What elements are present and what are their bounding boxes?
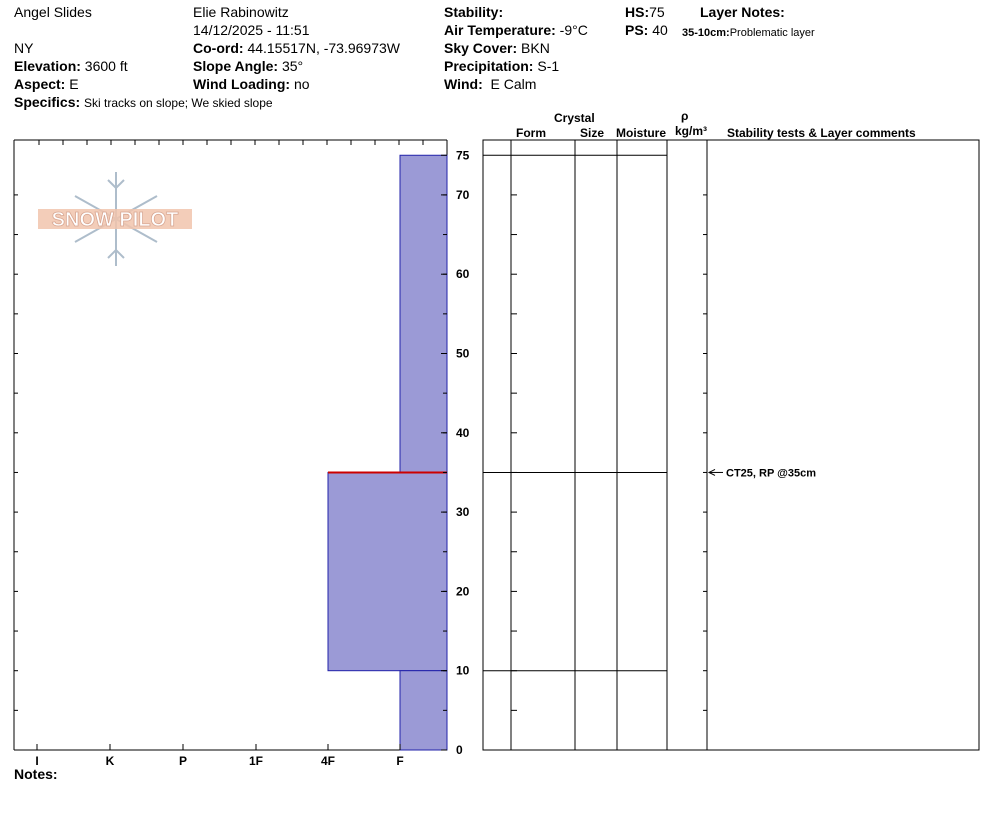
specifics-row: Specifics: Ski tracks on slope; We skied… [14,94,273,111]
precip-row: Precipitation: S-1 [444,58,559,74]
depth-tick-label: 0 [456,743,463,757]
stability-row: Stability: [444,4,503,20]
coord-label: Co-ord: [193,40,244,56]
hardness-tick-label: F [396,754,403,768]
layer-notes-label: Layer Notes: [700,4,785,20]
location-name: Angel Slides [14,4,92,20]
wind-loading-row: Wind Loading: no [193,76,310,92]
depth-tick-label: 10 [456,664,470,678]
stability-comments-header: Stability tests & Layer comments [727,126,916,140]
slope-row: Slope Angle: 35° [193,58,303,74]
hardness-tick-label: 4F [321,754,335,768]
state-name: NY [14,40,34,56]
aspect-row: Aspect: E [14,76,79,92]
slope-label: Slope Angle: [193,58,279,74]
crystal-header: Crystal [554,111,595,125]
ps-row: PS: 40 [625,22,668,38]
elevation-row: Elevation: 3600 ft [14,58,128,74]
aspect-label: Aspect: [14,76,66,92]
form-header: Form [516,126,546,140]
depth-tick-label: 70 [456,188,470,202]
size-header: Size [580,126,605,140]
depth-tick-label: 60 [456,267,470,281]
depth-tick-label: 20 [456,584,470,598]
hs-row: HS:75 [625,4,665,20]
hardness-tick-label: 1F [249,754,263,768]
wind-label: Wind: [444,76,483,92]
ps-value: 40 [652,22,668,38]
hs-label: HS: [625,4,650,20]
stability-test-arrow-icon [707,469,716,476]
sky-label: Sky Cover: [444,40,518,56]
elevation-label: Elevation: [14,58,81,74]
coord-value: 44.15517N, -73.96973W [247,40,400,56]
depth-tick-label: 40 [456,426,470,440]
observation-datetime: 14/12/2025 - 11:51 [193,22,310,38]
wind-loading-value: no [293,76,310,92]
hardness-layer-bar [399,670,448,751]
air-temp-value: -9°C [559,22,588,38]
sky-value: BKN [521,40,550,56]
moisture-header: Moisture [616,126,667,140]
layer-note-depth: 35-10cm: [682,27,730,39]
observer-name: Elie Rabinowitz [193,4,289,20]
depth-tick-label: 30 [456,505,470,519]
depth-tick-label: 75 [456,148,470,162]
precip-value: S-1 [537,58,560,74]
slope-value: 35° [281,58,304,74]
layer-table-frame [482,139,980,751]
specifics-value: Ski tracks on slope; We skied slope [84,96,273,110]
notes-label: Notes: [14,766,58,782]
hardness-tick-label: K [106,754,115,768]
specifics-label: Specifics: [14,94,81,110]
depth-tick-label: 50 [456,347,470,361]
density-unit-header: kg/m³ [675,124,708,138]
hardness-layer-bar [399,154,448,473]
wind-value: E Calm [490,76,537,92]
aspect-value: E [69,76,79,92]
sky-row: Sky Cover: BKN [444,40,550,56]
air-temp-label: Air Temperature: [444,22,556,38]
wind-loading-label: Wind Loading: [193,76,291,92]
elevation-value: 3600 ft [84,58,128,74]
hardness-tick-label: I [35,754,38,768]
hs-value: 75 [649,4,665,20]
air-temp-row: Air Temperature: -9°C [444,22,588,38]
stability-test-label: CT25, RP @35cm [726,467,816,479]
rho-header: ρ [681,109,689,123]
layer-note: 35-10cm:Problematic layer [682,23,815,41]
wind-row: Wind: E Calm [444,76,536,92]
precip-label: Precipitation: [444,58,534,74]
ps-label: PS: [625,22,649,38]
stability-label: Stability: [444,4,504,20]
layer-note-text: Problematic layer [729,27,815,39]
hardness-layer-bar [327,471,448,672]
coord-row: Co-ord: 44.15517N, -73.96973W [193,40,400,56]
hardness-tick-label: P [179,754,187,768]
